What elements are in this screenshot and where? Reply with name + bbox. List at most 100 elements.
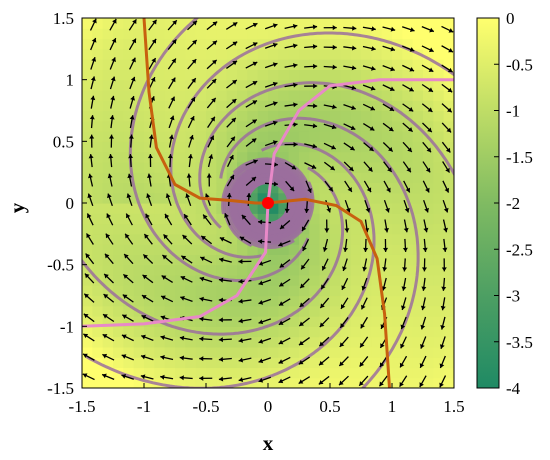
heatmap-cell <box>102 18 114 29</box>
heatmap-cell <box>113 69 124 81</box>
field-arrowhead <box>448 28 454 33</box>
field-arrowhead <box>108 154 114 159</box>
heatmap-cell <box>237 141 248 153</box>
heatmap-cell <box>278 285 290 297</box>
heatmap-cell <box>92 377 104 388</box>
field-arrowhead <box>258 358 264 364</box>
heatmap-cell <box>185 264 197 276</box>
heatmap-cell <box>309 367 321 379</box>
heatmap-cell <box>133 79 145 91</box>
field-arrowhead <box>241 214 247 220</box>
heatmap-cell <box>92 18 104 29</box>
heatmap-cell <box>216 336 228 348</box>
field-arrowhead <box>390 66 395 72</box>
heatmap-cell <box>154 367 166 379</box>
heatmap-cell <box>288 295 300 307</box>
heatmap-cell <box>102 69 114 81</box>
field-arrowhead <box>122 314 128 319</box>
heatmap-cell <box>226 69 238 81</box>
field-arrowhead <box>218 277 224 283</box>
heatmap-cell <box>268 110 279 122</box>
heatmap-cell <box>185 274 197 286</box>
heatmap-cell <box>412 295 424 307</box>
heatmap-cell <box>278 357 290 369</box>
field-arrowhead <box>278 320 284 325</box>
heatmap-cell <box>330 161 341 173</box>
heatmap-cell <box>247 110 259 122</box>
heatmap-cell <box>350 182 362 194</box>
heatmap-cell <box>350 357 362 369</box>
field-arrowhead <box>330 165 335 171</box>
heatmap-cell <box>195 223 207 235</box>
heatmap-cell <box>237 367 248 379</box>
heatmap-cell <box>216 346 228 358</box>
heatmap-cell <box>392 192 403 204</box>
heatmap-cell <box>226 110 238 122</box>
field-arrowhead <box>385 207 390 213</box>
heatmap-cell <box>330 357 341 369</box>
heatmap-cell <box>226 336 238 348</box>
heatmap-cell <box>123 182 135 194</box>
field-arrowhead <box>199 316 204 322</box>
field-arrowhead <box>300 283 305 289</box>
field-arrowhead <box>83 333 89 339</box>
heatmap-cell <box>92 233 104 245</box>
field-arrowhead <box>351 105 356 110</box>
heatmap-cell <box>371 182 383 194</box>
heatmap-cell <box>113 223 124 235</box>
heatmap-cell <box>123 28 135 40</box>
heatmap-cell <box>226 264 238 276</box>
field-arrowhead <box>408 87 414 92</box>
field-arrowhead <box>179 375 184 381</box>
heatmap-cell <box>309 233 321 245</box>
heatmap-cell <box>123 59 135 70</box>
heatmap-cell <box>154 305 166 317</box>
colorbar-tick-label: -1 <box>506 102 520 121</box>
heatmap-cell <box>299 151 310 163</box>
field-arrowhead <box>278 339 284 345</box>
heatmap-cell <box>226 295 238 307</box>
heatmap-cell <box>247 79 259 91</box>
heatmap-cell <box>309 326 321 338</box>
field-arrowhead <box>445 167 450 173</box>
heatmap-cell <box>402 367 414 379</box>
heatmap-cell <box>237 357 248 369</box>
heatmap-cell <box>206 223 217 235</box>
heatmap-cell <box>92 192 104 204</box>
heatmap-cell <box>392 79 403 91</box>
heatmap-cell <box>371 223 383 235</box>
colorbar-tick-label: -2.5 <box>506 240 533 259</box>
field-arrowhead <box>279 282 284 287</box>
heatmap-cell <box>82 326 93 338</box>
colorbar-ticks: 0 -0.5 -1 -1.5 -2 -2.5 -3 -3.5 -4 <box>494 9 533 398</box>
field-arrowhead <box>90 76 96 81</box>
heatmap-cell <box>309 18 321 29</box>
heatmap-cell <box>175 172 186 184</box>
field-arrowhead <box>102 373 107 379</box>
field-arrowhead <box>112 18 117 24</box>
field-arrowhead <box>427 107 433 112</box>
heatmap-cell <box>133 244 145 255</box>
heatmap-cell <box>92 161 104 173</box>
heatmap-cell <box>133 264 145 276</box>
heatmap-cell <box>102 120 114 132</box>
heatmap-cell <box>278 326 290 338</box>
field-arrowhead <box>313 103 318 109</box>
heatmap-cell <box>299 131 310 142</box>
heatmap-cell <box>330 274 341 286</box>
heatmap-cell <box>92 48 104 60</box>
heatmap-cell <box>175 244 186 255</box>
field-arrowhead <box>359 361 365 367</box>
heatmap-cell <box>288 233 300 245</box>
x-tick-label: 1 <box>388 397 397 416</box>
heatmap-cell <box>206 18 217 29</box>
field-arrowhead <box>238 298 243 304</box>
heatmap-cell <box>123 274 135 286</box>
heatmap-cell <box>185 254 197 266</box>
heatmap-cell <box>154 131 166 142</box>
field-arrowhead <box>212 40 217 46</box>
heatmap-cell <box>423 110 434 122</box>
heatmap-cell <box>92 223 104 235</box>
heatmap-cell <box>185 357 197 369</box>
heatmap-cell <box>361 151 372 163</box>
